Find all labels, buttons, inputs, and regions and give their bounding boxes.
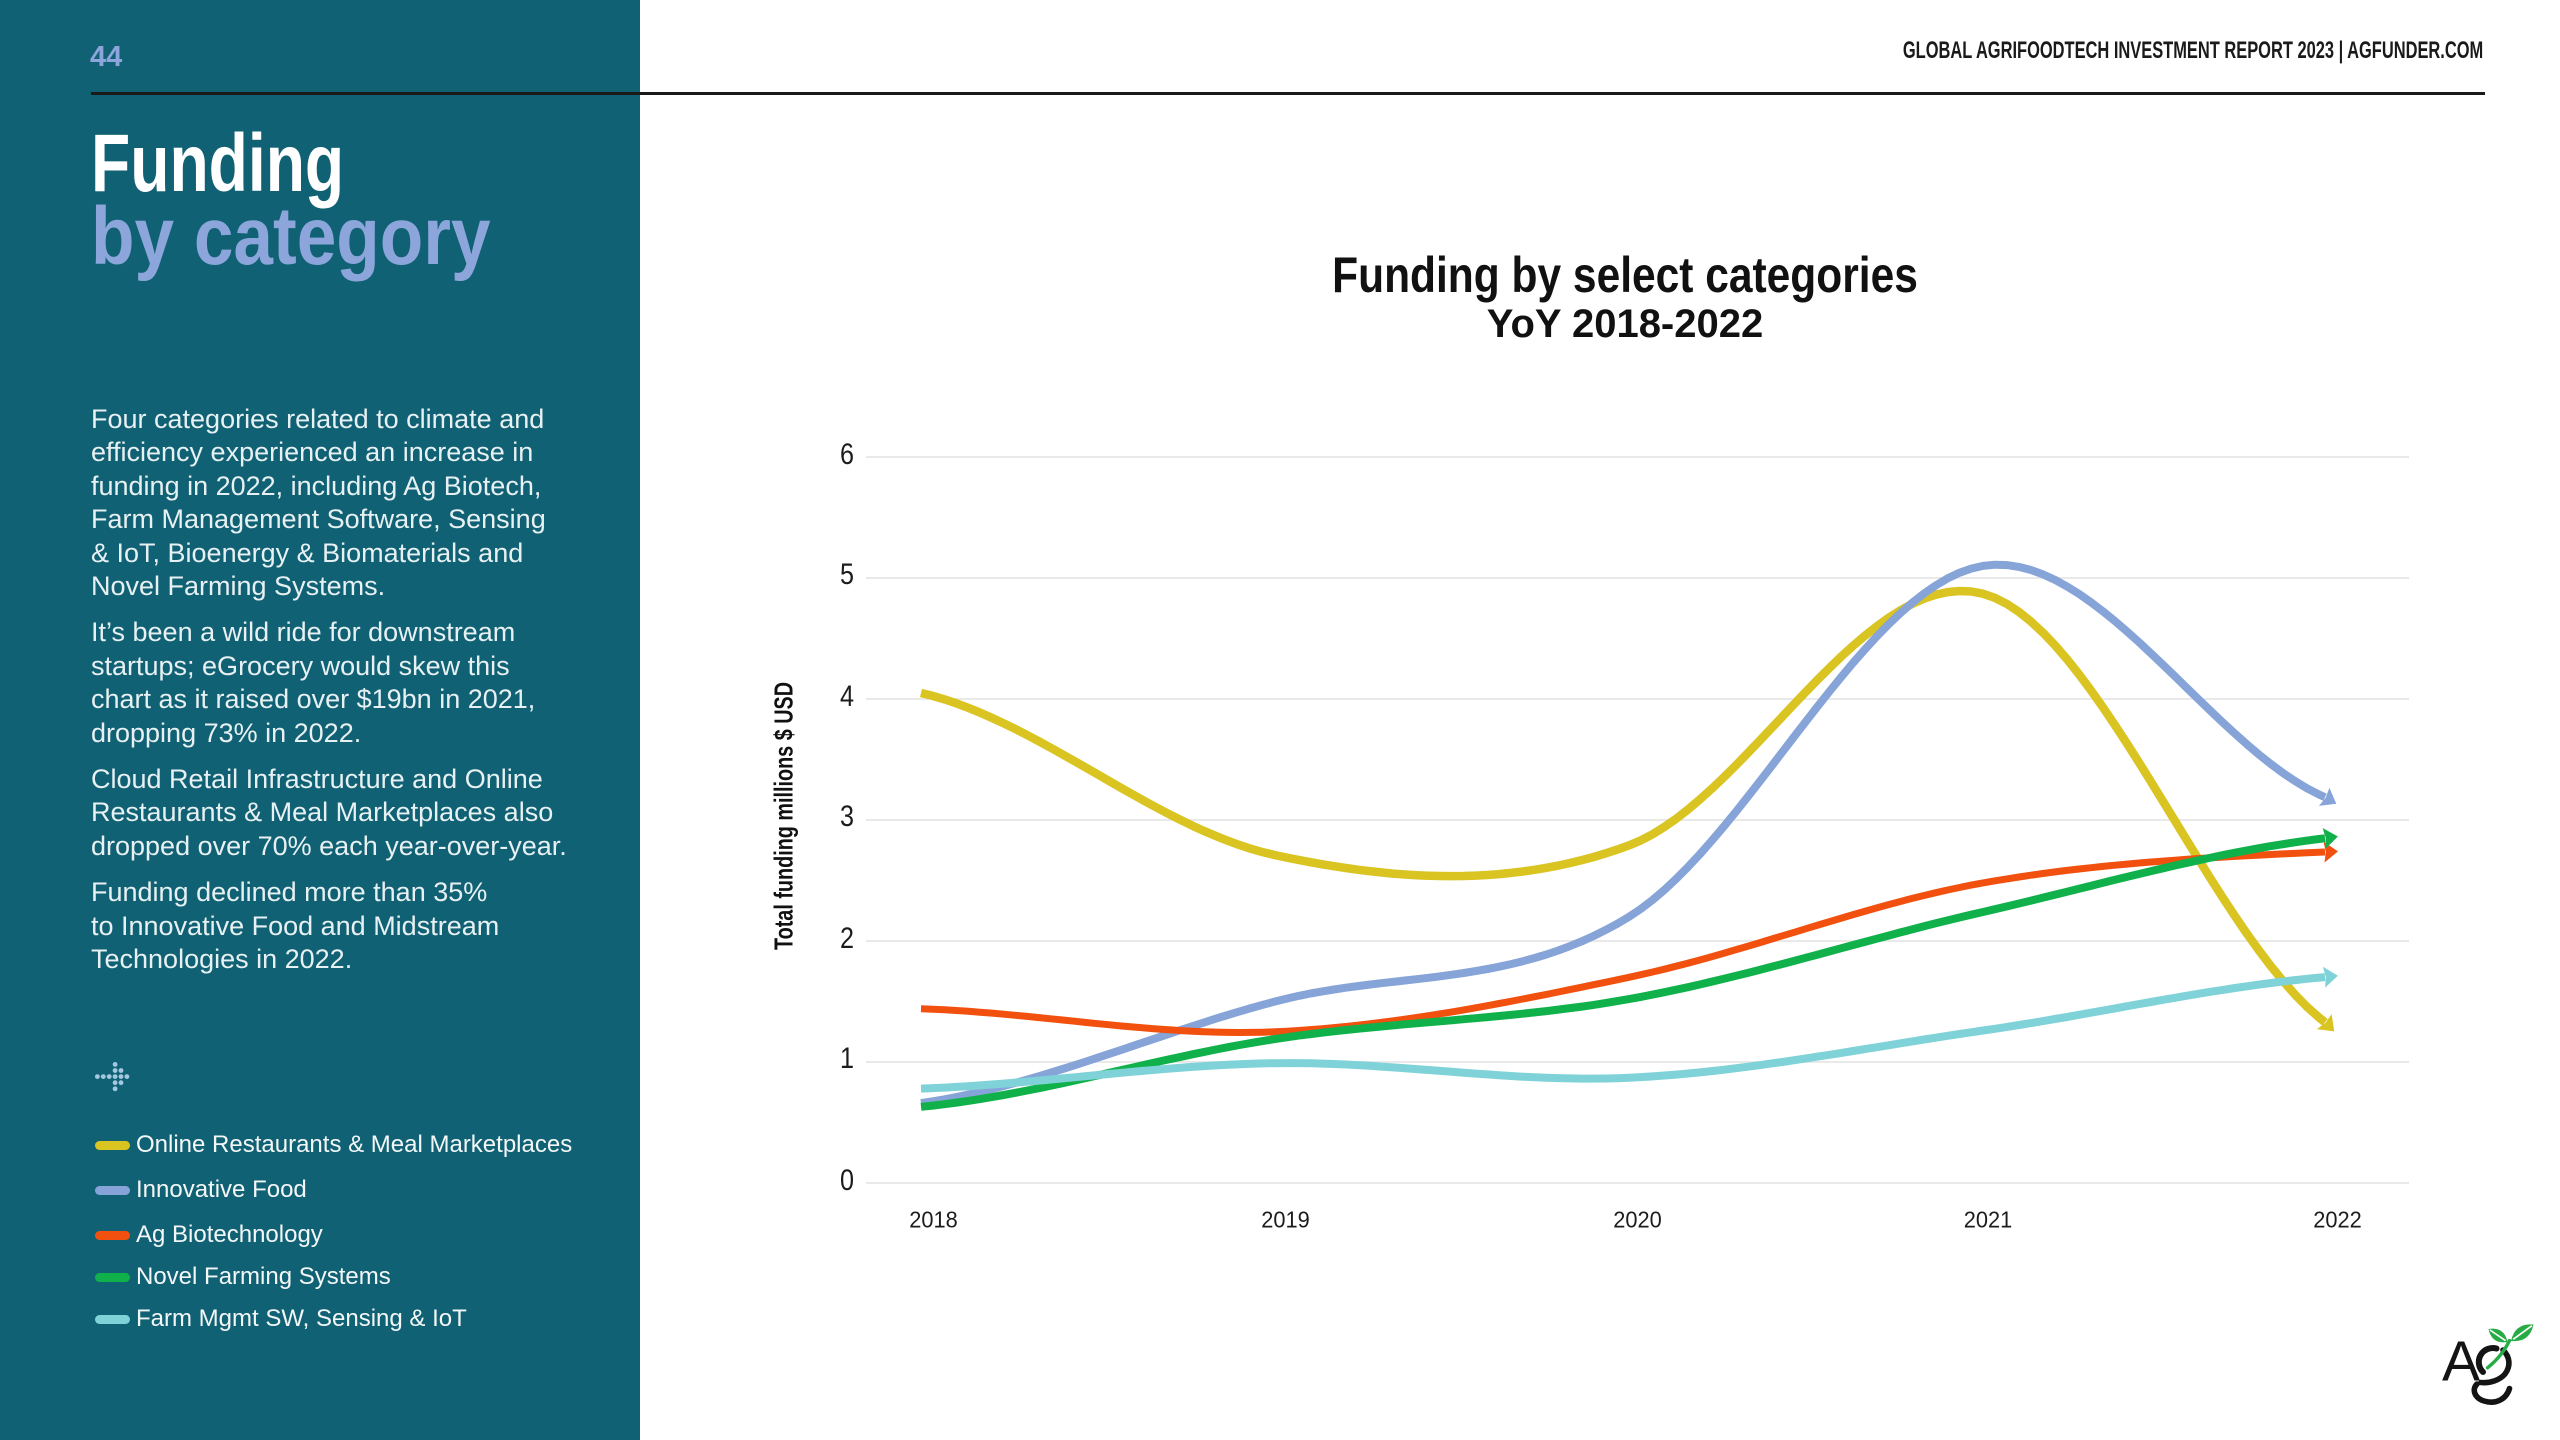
svg-text:0: 0 — [840, 1164, 854, 1197]
svg-text:1: 1 — [840, 1042, 854, 1075]
svg-text:Total funding millions $ USD: Total funding millions $ USD — [769, 682, 799, 950]
svg-text:3: 3 — [840, 800, 854, 833]
svg-text:2018: 2018 — [909, 1207, 958, 1233]
svg-text:2022: 2022 — [2313, 1207, 2362, 1233]
svg-text:2020: 2020 — [1613, 1207, 1662, 1233]
svg-text:6: 6 — [840, 438, 854, 471]
svg-text:5: 5 — [840, 558, 854, 591]
svg-text:2: 2 — [840, 922, 854, 955]
svg-text:2021: 2021 — [1964, 1207, 2013, 1233]
svg-text:4: 4 — [840, 680, 854, 713]
svg-text:A: A — [2442, 1330, 2480, 1394]
svg-text:2019: 2019 — [1261, 1207, 1310, 1233]
